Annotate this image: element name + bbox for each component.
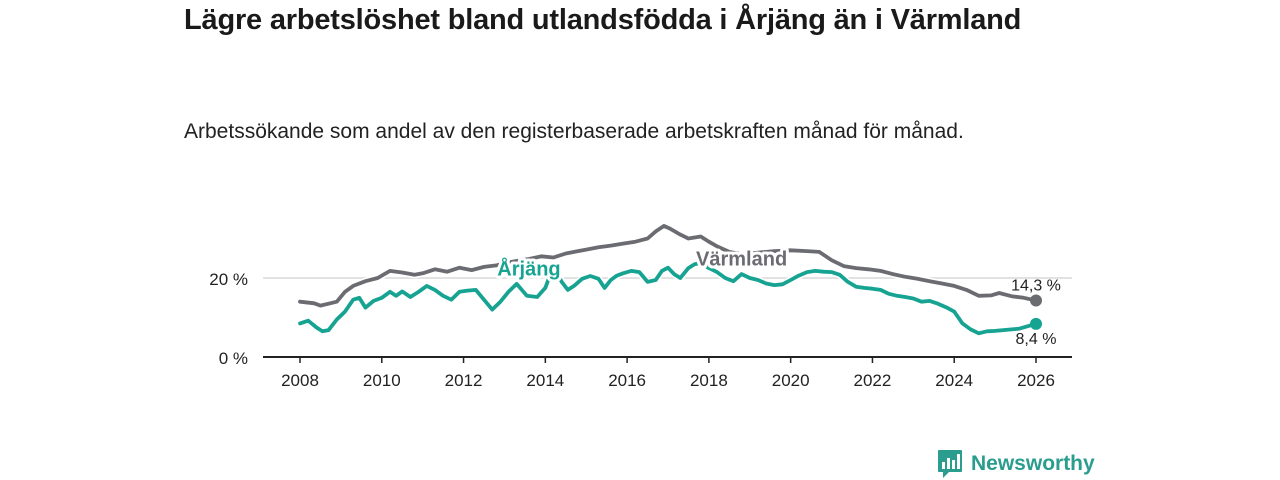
x-tick-label: 2014 <box>526 371 564 390</box>
chart-title: Lägre arbetslöshet bland utlandsfödda i … <box>184 4 1022 36</box>
series-name-halo-arjang: Årjäng <box>497 257 560 281</box>
series-name-halo-varmland: Värmland <box>696 248 787 270</box>
series-end-dot-arjang <box>1030 317 1042 330</box>
series-line-arjang <box>298 261 1038 336</box>
x-tick-label: 2024 <box>935 371 973 390</box>
series-end-dot-varmland <box>1030 294 1042 307</box>
end-value-label-varmland: 14,3 % <box>1011 278 1061 295</box>
x-tick-label: 2020 <box>772 371 810 390</box>
series-line-varmland <box>298 223 1038 308</box>
y-tick-label: 20 % <box>209 270 248 289</box>
x-tick-label: 2008 <box>281 371 319 390</box>
brand-name: Newsworthy <box>971 452 1095 475</box>
end-value-label-arjang: 8,4 % <box>1016 331 1057 348</box>
chart-subtitle: Arbetssökande som andel av den registerb… <box>184 120 964 143</box>
series-name-label-arjang: Årjäng <box>497 257 560 281</box>
y-tick-label: 0 % <box>219 349 248 368</box>
axis-layer: 0 % 20 % 2008 2010 2012 2014 2016 2018 2020 2022 2… <box>209 270 1072 390</box>
series-layer <box>296 222 1042 337</box>
x-tick-label: 2012 <box>445 371 483 390</box>
series-name-label-varmland: Värmland <box>696 248 787 270</box>
newsworthy-brand: Newsworthy <box>937 449 1095 479</box>
x-tick-label: 2016 <box>608 371 646 390</box>
x-tick-label: 2010 <box>363 371 401 390</box>
x-tick-label: 2026 <box>1017 371 1055 390</box>
x-tick-label: 2018 <box>690 371 728 390</box>
bar-chart-logo-icon <box>938 450 962 478</box>
x-tick-label: 2022 <box>854 371 892 390</box>
